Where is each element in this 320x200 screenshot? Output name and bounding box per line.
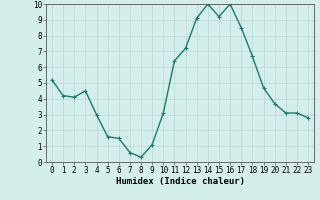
X-axis label: Humidex (Indice chaleur): Humidex (Indice chaleur) [116, 177, 244, 186]
